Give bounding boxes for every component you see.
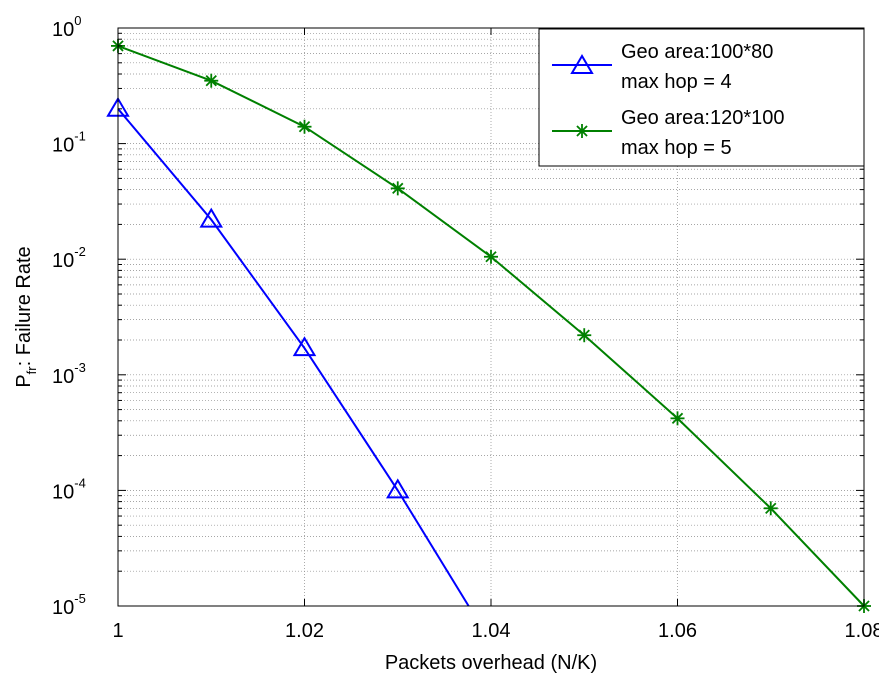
y-tick-base: 10 — [52, 366, 74, 388]
y-tick-base: 10 — [52, 250, 74, 272]
legend-entry-1: Geo area:100*80 max hop = 4 — [552, 41, 773, 93]
data-point-asterisk — [484, 249, 498, 264]
data-point-triangle — [199, 207, 223, 228]
y-tick-exponent: -2 — [74, 244, 86, 259]
y-tick-base: 10 — [52, 481, 74, 503]
data-point-triangle — [292, 336, 317, 357]
legend-box — [538, 28, 865, 167]
y-tick-exponent: -1 — [74, 129, 86, 144]
axis-ticks — [117, 27, 865, 607]
x-tick-labels: 1 1.02 1.04 1.06 1.08 — [112, 620, 879, 642]
legend-entry-2: Geo area:120*100 max hop = 5 — [552, 107, 784, 159]
data-point-asterisk — [390, 181, 405, 196]
y-tick-label: 10-4 — [52, 475, 86, 503]
legend-label-2-line-2: max hop = 5 — [621, 137, 732, 159]
legend-marker-2 — [575, 124, 589, 138]
x-tick-label: 1 — [112, 620, 123, 642]
y-tick-exponent: 0 — [74, 13, 81, 28]
x-tick-label: 1.02 — [285, 620, 324, 642]
y-tick-label: 10-3 — [52, 360, 86, 388]
y-axis-label-rest: : Failure Rate — [13, 246, 35, 366]
legend-marker-1 — [570, 54, 594, 74]
x-tick-label: 1.08 — [845, 620, 879, 642]
y-tick-base: 10 — [52, 135, 74, 157]
data-point-asterisk — [763, 501, 778, 516]
y-tick-label: 10-2 — [52, 244, 86, 272]
data-point-asterisk — [575, 124, 589, 138]
y-axis-label-main: P — [13, 374, 35, 387]
legend-label-1-line-2: max hop = 4 — [621, 71, 732, 93]
x-tick-label: 1.04 — [472, 620, 511, 642]
series-line-1 — [117, 108, 470, 607]
y-axis-label: Pfr: Failure Rate — [13, 246, 39, 387]
y-tick-exponent: -3 — [74, 360, 86, 375]
legend-label-2-line-1: Geo area:120*100 — [621, 107, 784, 129]
legend: Geo area:100*80 max hop = 4 Geo area:120… — [538, 28, 865, 167]
y-tick-label: 100 — [52, 13, 81, 41]
data-point-asterisk — [670, 411, 685, 426]
y-tick-exponent: -5 — [74, 591, 86, 606]
data-point-asterisk — [577, 328, 592, 343]
y-tick-label: 10-1 — [52, 129, 86, 157]
legend-label-1-line-1: Geo area:100*80 — [621, 41, 773, 63]
x-tick-label: 1.06 — [658, 620, 697, 642]
y-tick-label: 10-5 — [52, 591, 86, 619]
data-point-asterisk — [297, 119, 312, 134]
data-point-asterisk — [204, 73, 219, 88]
data-point-triangle — [386, 478, 410, 499]
y-tick-base: 10 — [52, 597, 74, 619]
y-tick-base: 10 — [52, 19, 74, 41]
y-axis-label-sub: fr — [24, 366, 39, 375]
y-tick-exponent: -4 — [74, 475, 86, 490]
x-axis-label: Packets overhead (N/K) — [385, 652, 597, 674]
